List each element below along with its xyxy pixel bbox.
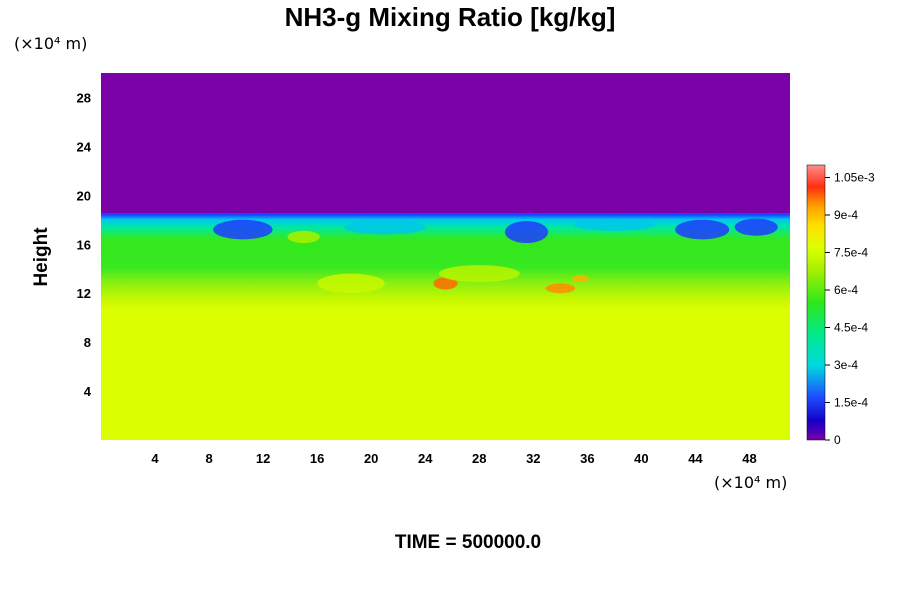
- colorbar-tick-label: 7.5e-4: [834, 246, 868, 260]
- x-tick-label: 12: [256, 451, 270, 466]
- x-tick-label: 8: [205, 451, 212, 466]
- plot-area: [101, 73, 790, 440]
- plume-feature-1: [504, 221, 549, 244]
- y-tick-label: 12: [77, 286, 91, 301]
- y-tick-label: 8: [84, 335, 91, 350]
- plume-feature-9: [545, 283, 576, 294]
- field-lower-layer: [101, 311, 790, 440]
- colorbar-ramp: [806, 164, 826, 441]
- y-tick-label: 16: [77, 237, 91, 252]
- plume-feature-5: [573, 218, 655, 231]
- plume-feature-10: [572, 274, 589, 283]
- plume-feature-7: [317, 273, 385, 294]
- x-tick-label: 44: [688, 451, 703, 466]
- field-upper-layer: [101, 73, 790, 214]
- x-tick-label: 20: [364, 451, 378, 466]
- x-tick-label: 16: [310, 451, 324, 466]
- plume-feature-8: [433, 277, 458, 290]
- x-unit-text: (×10⁴ m): [714, 473, 788, 492]
- y-tick-label: 20: [77, 188, 91, 203]
- colorbar-ticks: 0 1.5e-4 3e-4 4.5e-4 6e-4 7.5e-4 9e-4 1.05e-3: [825, 171, 875, 447]
- plume-feature-2: [675, 219, 730, 240]
- colorbar-tick-label: 1.5e-4: [834, 396, 868, 410]
- x-tick-label: 24: [418, 451, 433, 466]
- colorbar-tick-label: 1.05e-3: [834, 171, 875, 185]
- x-tick-label: 32: [526, 451, 540, 466]
- colorbar-tick-label: 4.5e-4: [834, 321, 868, 335]
- x-axis-unit: (×10⁴ m): [714, 473, 787, 492]
- x-tick-label: 36: [580, 451, 594, 466]
- plume-feature-3: [734, 218, 778, 236]
- y-tick-label: 28: [77, 90, 91, 105]
- plume-feature-0: [213, 219, 273, 240]
- colorbar-tick-label: 3e-4: [834, 358, 858, 372]
- colorbar-tick-label: 6e-4: [834, 283, 858, 297]
- plume-features: [213, 218, 778, 294]
- plume-feature-11: [438, 265, 520, 283]
- y-tick-label: 4: [84, 384, 92, 399]
- chart-title: NH3-g Mixing Ratio [kg/kg]: [284, 2, 616, 32]
- y-axis-ticks: 4 8 12 16 20 24 28: [77, 90, 92, 399]
- x-tick-label: 4: [151, 451, 159, 466]
- x-tick-label: 40: [634, 451, 648, 466]
- x-tick-label: 28: [472, 451, 486, 466]
- time-annotation: TIME = 500000.0: [394, 532, 542, 553]
- y-axis-unit: (×10⁴ m): [14, 34, 87, 53]
- colorbar: 0 1.5e-4 3e-4 4.5e-4 6e-4 7.5e-4 9e-4 1.05e-3: [806, 164, 875, 447]
- x-tick-label: 48: [742, 451, 756, 466]
- plume-feature-4: [344, 219, 426, 235]
- plume-feature-6: [287, 230, 320, 244]
- colorbar-tick-label: 0: [834, 433, 841, 447]
- colorbar-tick-label: 9e-4: [834, 208, 858, 222]
- y-tick-label: 24: [77, 139, 92, 154]
- y-unit-text: (×10⁴ m): [14, 34, 88, 53]
- x-axis-ticks: 4 8 12 16 20 24 28 32 36 40 44 48: [151, 451, 756, 466]
